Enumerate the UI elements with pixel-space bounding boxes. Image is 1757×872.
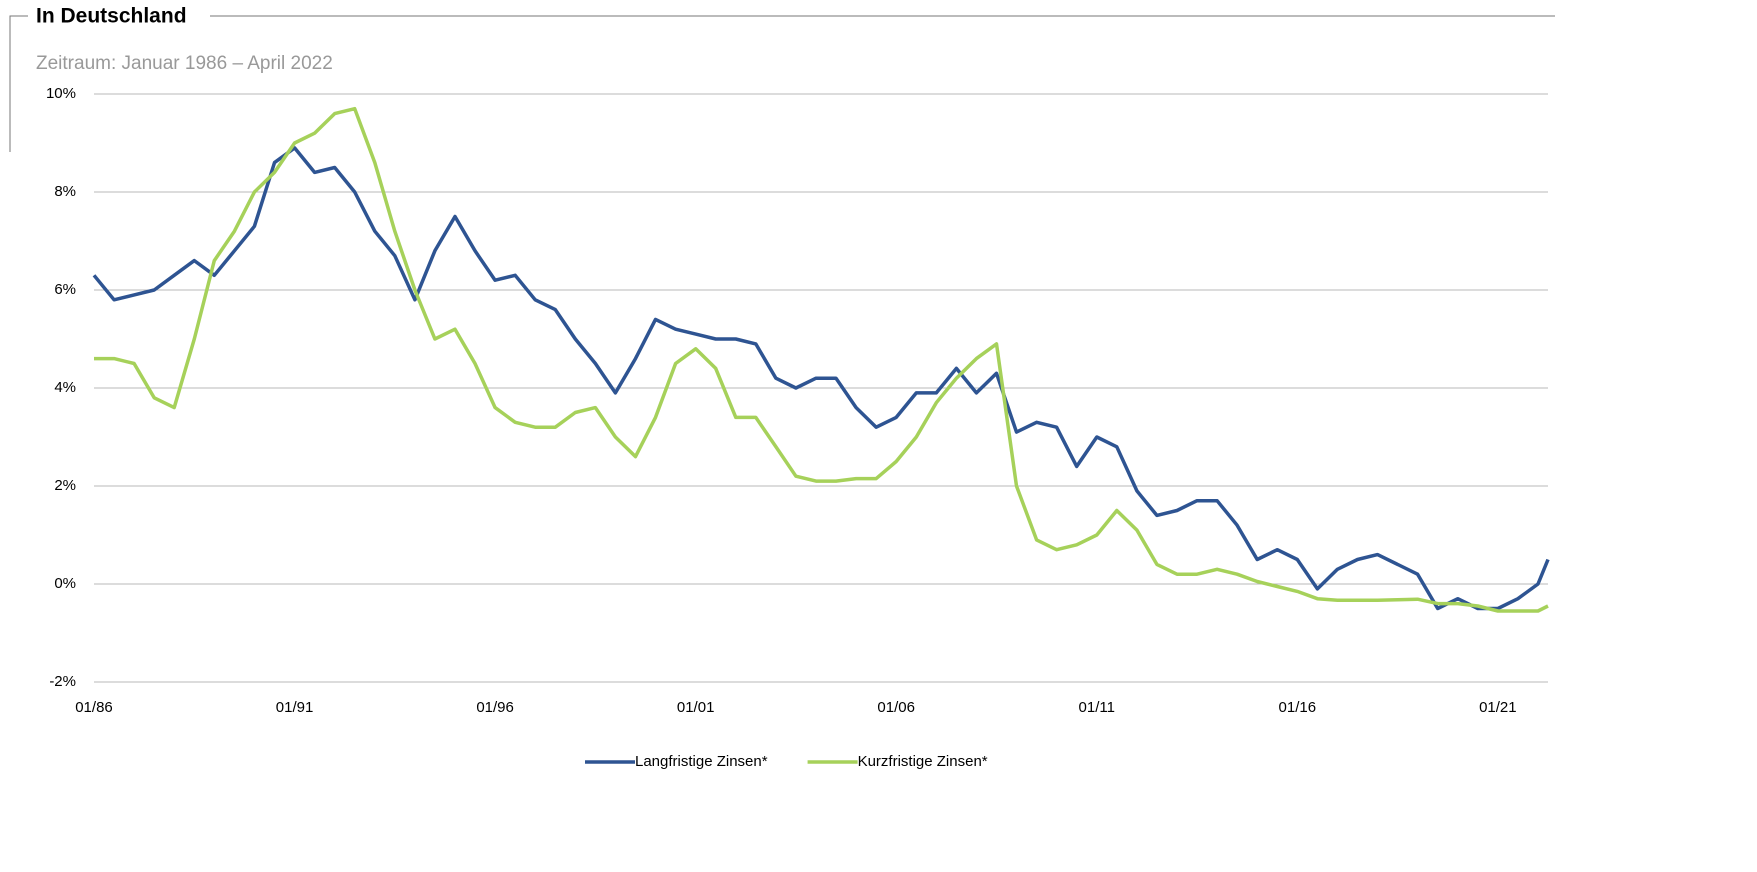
x-tick-label: 01/96 — [476, 699, 514, 716]
y-tick-label: 6% — [54, 281, 76, 298]
y-tick-label: 10% — [46, 85, 76, 102]
x-tick-label: 01/86 — [75, 699, 113, 716]
chart-subtitle: Zeitraum: Januar 1986 – April 2022 — [36, 53, 333, 74]
legend-label: Langfristige Zinsen* — [635, 753, 768, 770]
series-line — [92, 146, 1550, 611]
chart-title: In Deutschland — [36, 5, 187, 28]
y-tick-label: 8% — [54, 183, 76, 200]
frame — [9, 15, 1555, 152]
x-tick-label: 01/01 — [677, 699, 715, 716]
legend-label: Kurzfristige Zinsen* — [858, 753, 988, 770]
x-tick-label: 01/11 — [1079, 699, 1115, 716]
x-tick-label: 01/21 — [1479, 699, 1517, 716]
y-tick-label: 4% — [54, 379, 76, 396]
x-tick-label: 01/06 — [877, 699, 915, 716]
x-tick-label: 01/91 — [276, 699, 314, 716]
x-tick-label: 01/16 — [1279, 699, 1317, 716]
series-line — [94, 106, 1549, 613]
y-tick-label: 2% — [54, 477, 76, 494]
y-tick-label: 0% — [54, 575, 76, 592]
y-tick-label: -2% — [49, 673, 76, 690]
